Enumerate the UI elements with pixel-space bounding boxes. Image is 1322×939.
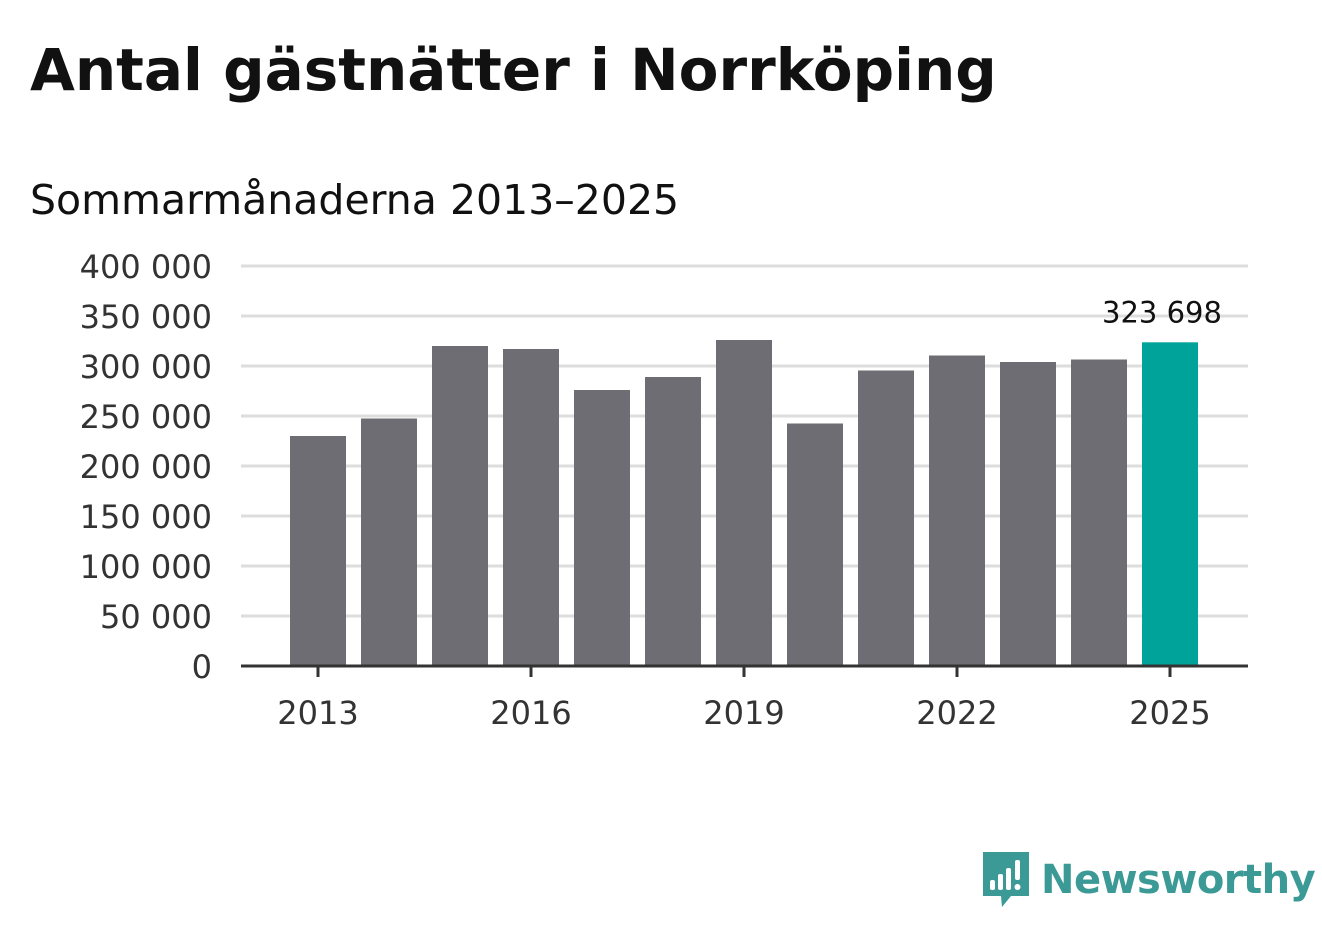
y-tick-label: 350 000 <box>80 298 212 336</box>
chart-title: Antal gästnätter i Norrköping <box>30 36 997 104</box>
x-tick-label: 2022 <box>916 694 997 732</box>
bar-2016 <box>503 349 559 666</box>
y-tick-label: 300 000 <box>80 348 212 386</box>
axes <box>241 664 1248 677</box>
y-tick-label: 250 000 <box>80 398 212 436</box>
y-tick-label: 200 000 <box>80 448 212 486</box>
bar-2023 <box>1000 362 1056 666</box>
newsworthy-logo-icon <box>983 852 1029 907</box>
x-tick-label: 2025 <box>1129 694 1210 732</box>
labels: 0 50 000 100 000 150 000 200 000 250 000 300 0… <box>80 248 1222 732</box>
chart-subtitle: Sommarmånaderna 2013–2025 <box>30 176 680 224</box>
y-tick-label: 150 000 <box>80 498 212 536</box>
y-tick-label: 400 000 <box>80 248 212 286</box>
bar-2021 <box>858 370 914 666</box>
bar-2015 <box>432 346 488 666</box>
bar-2025 <box>1142 342 1198 666</box>
bar-2017 <box>574 390 630 666</box>
newsworthy-logo: Newsworthy <box>981 850 1316 910</box>
y-tick-label: 100 000 <box>80 548 212 586</box>
x-tick-label: 2019 <box>703 694 784 732</box>
bar-chart: 0 50 000 100 000 150 000 200 000 250 000 300 0… <box>80 248 1248 732</box>
bar-2019 <box>716 340 772 666</box>
bar-2018 <box>645 377 701 666</box>
brand-name: Newsworthy <box>1041 857 1316 903</box>
highlight-value-label: 323 698 <box>1102 295 1222 329</box>
bar-2024 <box>1071 359 1127 666</box>
x-tick-label: 2016 <box>490 694 571 732</box>
bar-2020 <box>787 423 843 666</box>
bar-2022 <box>929 355 985 666</box>
y-tick-label: 0 <box>192 648 212 686</box>
bar-2013 <box>290 436 346 666</box>
x-tick-label: 2013 <box>277 694 358 732</box>
bar-2014 <box>361 418 417 666</box>
y-tick-label: 50 000 <box>100 598 212 636</box>
bars <box>290 340 1198 666</box>
